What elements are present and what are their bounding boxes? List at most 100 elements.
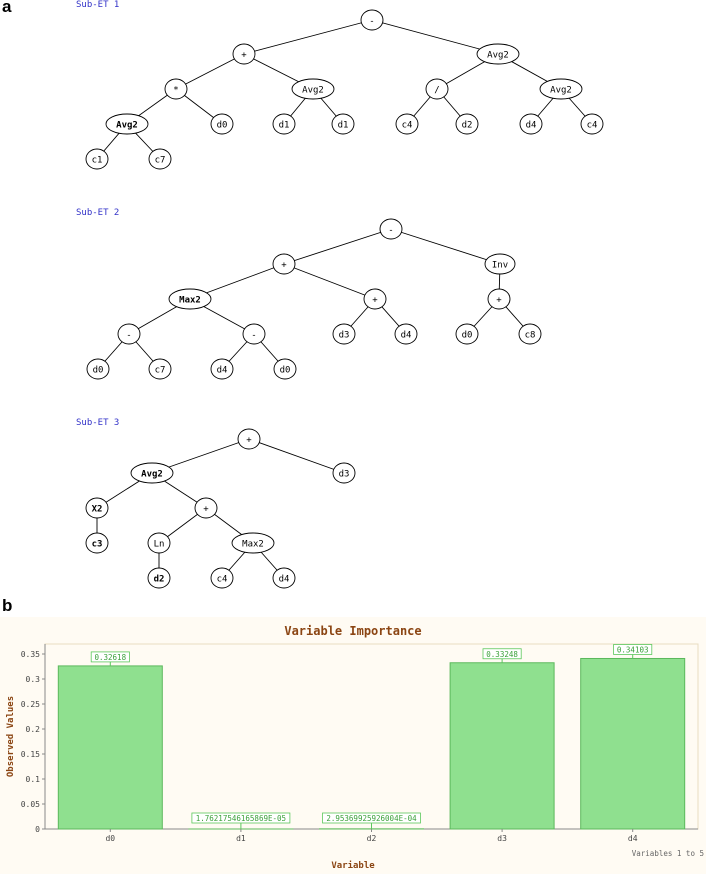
data-label-d4: 0.34103	[617, 645, 649, 654]
tree-node-n8: d0	[211, 114, 233, 134]
y-tick-label: 0.1	[26, 775, 41, 784]
tree-node-k10: d4	[273, 568, 295, 588]
tree-node-n11: c4	[396, 114, 418, 134]
tree-node-n2: Avg2	[477, 44, 519, 64]
tree-nodes: - + Avg2 * Avg2 / Avg2 Avg2 d0 d1 d1 c4 d2 d4 c4 c1 c7 - +…	[86, 10, 603, 588]
tree-node-label: d1	[338, 121, 349, 131]
tree-edge	[176, 54, 244, 89]
tree-node-k0: +	[238, 429, 260, 449]
tree-node-label: -	[369, 17, 374, 27]
tree-node-label: d4	[526, 121, 537, 131]
tree-node-label: d0	[93, 366, 104, 376]
y-tick-label: 0.15	[21, 750, 40, 759]
tree-node-k3: X2	[86, 498, 108, 518]
bar-chart: Variable Importance00.050.10.150.20.250.…	[0, 617, 706, 874]
x-tick-label-d4: d4	[628, 834, 638, 843]
tree-node-label: +	[372, 296, 378, 306]
tree-node-m13: c7	[149, 359, 171, 379]
tree-node-n3: *	[165, 79, 187, 99]
tree-node-n14: c4	[581, 114, 603, 134]
tree-node-label: Avg2	[141, 470, 163, 480]
y-tick-label: 0.05	[21, 800, 40, 809]
bar-d4	[581, 658, 685, 829]
tree-node-m11: c8	[519, 324, 541, 344]
tree-node-m10: d0	[456, 324, 478, 344]
tree-node-label: *	[173, 86, 178, 96]
tree-node-label: c4	[587, 121, 598, 131]
tree-node-n16: c7	[149, 149, 171, 169]
tree-edge	[249, 439, 344, 473]
tree-node-label: +	[246, 436, 252, 446]
tree-node-label: d4	[279, 575, 290, 585]
y-tick-label: 0.3	[26, 675, 41, 684]
data-label-d3: 0.33248	[486, 650, 518, 659]
y-tick-label: 0.2	[26, 725, 41, 734]
tree-edge	[372, 20, 498, 54]
data-label-d2: 2.95369925926004E-04	[326, 814, 417, 823]
tree-node-label: Max2	[179, 296, 201, 306]
y-tick-label: 0.25	[21, 700, 40, 709]
tree-node-label: Avg2	[550, 86, 572, 96]
tree-node-label: +	[281, 261, 287, 271]
tree-node-m6: -	[118, 324, 140, 344]
tree-node-label: d0	[217, 121, 228, 131]
tree-node-label: -	[388, 226, 393, 236]
tree-node-label: +	[241, 51, 247, 61]
tree-node-m9: d4	[395, 324, 417, 344]
tree-node-label: Avg2	[487, 51, 509, 61]
tree-node-label: c3	[92, 540, 103, 550]
panel-label-b: b	[2, 596, 12, 616]
tree-node-n7: Avg2	[106, 114, 148, 134]
data-label-d1: 1.76217546165869E-05	[196, 814, 286, 823]
tree-node-label: d4	[217, 366, 228, 376]
y-tick-label: 0.35	[21, 650, 40, 659]
tree-node-label: Max2	[242, 540, 264, 550]
expression-trees: - + Avg2 * Avg2 / Avg2 Avg2 d0 d1 d1 c4 d2 d4 c4 c1 c7 - +…	[0, 0, 706, 600]
tree-node-n6: Avg2	[540, 79, 582, 99]
tree-edge	[244, 20, 372, 54]
tree-node-label: d0	[462, 331, 473, 341]
x-tick-label-d2: d2	[367, 834, 377, 843]
tree-node-n13: d4	[520, 114, 542, 134]
tree-node-m3: Max2	[169, 289, 211, 309]
tree-node-m5: +	[488, 289, 510, 309]
tree-node-label: X2	[92, 505, 103, 515]
x-tick-label-d0: d0	[105, 834, 115, 843]
tree-node-n10: d1	[332, 114, 354, 134]
tree-node-label: c4	[217, 575, 228, 585]
tree-node-label: d0	[280, 366, 291, 376]
tree-node-n0: -	[361, 10, 383, 30]
bar-d0	[58, 666, 162, 829]
tree-node-k8: d2	[148, 568, 170, 588]
tree-node-n9: d1	[273, 114, 295, 134]
tree-node-label: d2	[462, 121, 473, 131]
tree-node-n12: d2	[456, 114, 478, 134]
tree-node-label: c7	[155, 366, 166, 376]
data-label-d0: 0.32618	[94, 653, 126, 662]
tree-node-k1: Avg2	[131, 463, 173, 483]
tree-node-m15: d0	[274, 359, 296, 379]
tree-node-label: c8	[525, 331, 536, 341]
tree-edge	[391, 229, 500, 264]
tree-node-k4: +	[195, 498, 217, 518]
y-axis-label: Observed Values	[6, 696, 16, 777]
tree-node-label: +	[203, 505, 209, 515]
tree-node-m0: -	[380, 219, 402, 239]
tree-node-label: /	[434, 86, 439, 96]
tree-node-m8: d3	[333, 324, 355, 344]
chart-footer: Variables 1 to 5	[632, 849, 704, 858]
tree-node-label: d3	[339, 470, 350, 480]
x-tick-label-d1: d1	[236, 834, 246, 843]
tree-node-n15: c1	[86, 149, 108, 169]
tree-node-n4: Avg2	[292, 79, 334, 99]
tree-node-m4: +	[364, 289, 386, 309]
tree-node-m14: d4	[211, 359, 233, 379]
tree-node-label: c1	[92, 156, 103, 166]
tree-node-k7: Max2	[232, 533, 274, 553]
tree-node-label: -	[126, 331, 131, 341]
bar-d3	[450, 663, 554, 829]
tree-node-k9: c4	[211, 568, 233, 588]
tree-node-label: Inv	[492, 261, 508, 271]
tree-node-label: Avg2	[116, 121, 138, 131]
